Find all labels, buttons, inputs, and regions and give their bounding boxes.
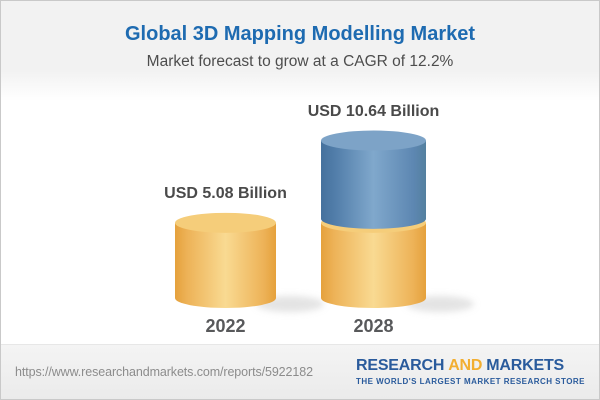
year-label-2022: 2022: [205, 316, 246, 336]
logo-tagline: THE WORLD'S LARGEST MARKET RESEARCH STOR…: [356, 376, 585, 386]
footer: https://www.researchandmarkets.com/repor…: [1, 344, 599, 399]
cylinder-top-2022-gold: [175, 212, 276, 233]
logo-word-research: RESEARCH: [356, 357, 445, 375]
cylinder-top-2028-blue: [321, 130, 426, 151]
cylinder-segment-2028-gold: [321, 222, 426, 308]
report-url[interactable]: https://www.researchandmarkets.com/repor…: [15, 365, 313, 379]
logo-wordmark: RESEARCH AND MARKETS: [356, 357, 564, 375]
cylinder-segment-2028-blue: [321, 140, 426, 229]
cylinder-bars: [175, 130, 474, 312]
value-label-2022: USD 5.08 Billion: [164, 184, 287, 202]
logo-word-and: AND: [448, 357, 483, 375]
chart-header: Global 3D Mapping Modelling Market Marke…: [1, 1, 599, 101]
chart-title: Global 3D Mapping Modelling Market: [124, 23, 476, 45]
year-label-2028: 2028: [353, 316, 394, 336]
research-and-markets-logo: RESEARCH AND MARKETS THE WORLD'S LARGEST M…: [356, 357, 585, 386]
cylinder-segment-2022-gold: [175, 222, 276, 308]
chart-subtitle: Market forecast to grow at a CAGR of 12.…: [146, 53, 454, 70]
logo-word-markets: MARKETS: [486, 357, 564, 375]
value-label-2028: USD 10.64 Billion: [307, 102, 440, 120]
